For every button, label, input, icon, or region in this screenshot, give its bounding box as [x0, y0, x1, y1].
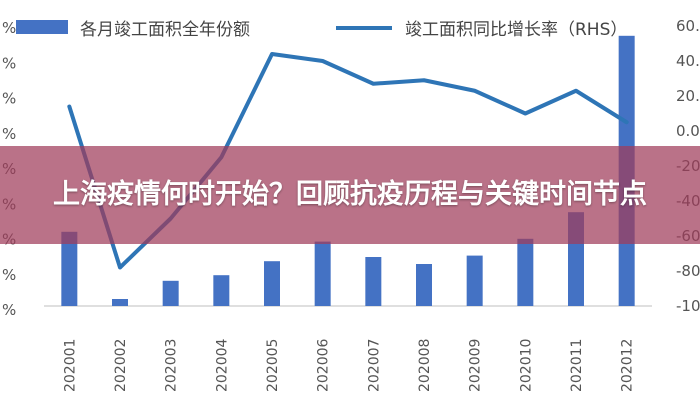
bar — [314, 241, 331, 306]
line-point — [473, 89, 477, 93]
article-title: 上海疫情何时开始？回顾抗疫历程与关键时间节点 — [53, 179, 647, 210]
x-tick-label: 202006 — [316, 338, 332, 392]
right-tick-label: 60.0 — [676, 17, 700, 35]
x-tick-label: 202012 — [620, 339, 636, 392]
legend-bar-label: 各月竣工面积全年份额 — [80, 20, 250, 40]
line-point — [574, 89, 578, 93]
bar — [162, 280, 179, 306]
line-point — [625, 120, 629, 124]
right-tick-label: -80 — [676, 262, 700, 280]
x-tick-label: 202009 — [468, 339, 484, 392]
line-point — [67, 105, 71, 108]
line-point — [371, 82, 375, 86]
right-tick-label: -100 — [676, 297, 700, 315]
x-tick-label: 202002 — [113, 339, 129, 392]
title-banner: 上海疫情何时开始？回顾抗疫历程与关键时间节点 — [0, 146, 700, 244]
x-axis: 202001 202002 202003 202004 202005 202006 2020… — [62, 338, 635, 392]
legend: 各月竣工面积全年份额 竣工面积同比增长率（RHS） — [16, 20, 627, 40]
right-tick-label: 20.0 — [676, 87, 700, 105]
x-tick-label: 202005 — [265, 339, 281, 392]
bar — [365, 257, 382, 306]
line-point — [523, 112, 527, 115]
x-tick-label: 202011 — [569, 339, 585, 392]
right-tick-label: 0.0 — [676, 122, 700, 140]
x-tick-label: 202004 — [214, 338, 230, 392]
bar — [416, 264, 432, 306]
right-tick-label: 40.0 — [676, 52, 700, 70]
left-tick-label: % — [2, 19, 16, 37]
line-point — [422, 78, 426, 82]
bar — [517, 238, 534, 306]
left-tick-label: % — [2, 266, 16, 284]
x-tick-label: 202010 — [518, 339, 534, 392]
line-point — [270, 52, 274, 56]
line-point — [321, 59, 325, 63]
left-tick-label: % — [2, 301, 16, 319]
left-tick-label: % — [2, 90, 16, 108]
bar — [112, 299, 128, 306]
x-tick-label: 202003 — [164, 339, 180, 392]
bar — [61, 231, 78, 306]
bar — [213, 275, 230, 306]
x-tick-label: 202007 — [366, 339, 382, 392]
x-tick-label: 202001 — [62, 339, 78, 392]
legend-line-label: 竣工面积同比增长率（RHS） — [405, 20, 627, 40]
bar — [466, 255, 483, 306]
left-tick-label: % — [2, 54, 16, 72]
left-tick-label: % — [2, 125, 16, 143]
x-tick-label: 202008 — [417, 339, 433, 392]
line-point — [118, 266, 122, 269]
bar — [264, 261, 280, 306]
legend-bar-swatch — [16, 20, 68, 34]
